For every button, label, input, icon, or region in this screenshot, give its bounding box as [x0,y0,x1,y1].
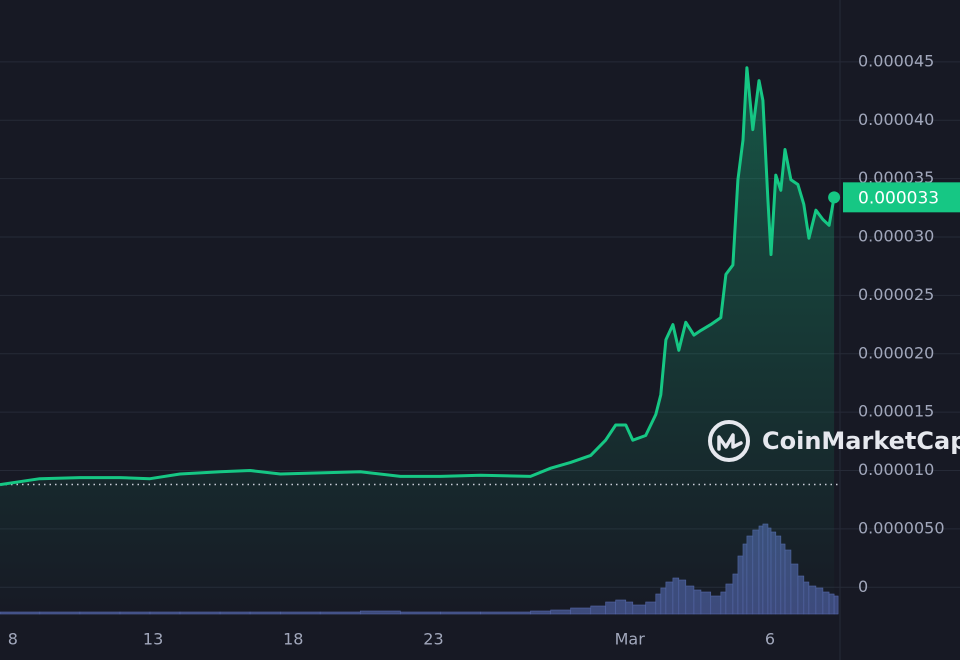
line-layer [0,66,841,487]
y-tick-label: 0.000015 [858,402,934,421]
price-tag-label: 0.000033 [858,188,939,208]
y-tick-label: 0.000010 [858,460,934,479]
watermark-logo [708,420,750,462]
price-tag [843,182,960,213]
y-tick-label: 0.000040 [858,110,934,129]
x-tick-label: 18 [283,630,303,649]
label-layer: 0 0.0000050 0.000010 0.000015 0.000020 0.0000… [8,51,960,649]
y-tick-label: 0 [858,577,868,596]
y-tick-label: 0.000030 [858,227,934,246]
x-tick-label: 23 [423,630,443,649]
y-tick-label: 0.000020 [858,343,934,362]
y-tick-label: 0.0000050 [858,518,945,537]
volume-bar [833,595,839,615]
logo-ring [708,420,750,462]
x-tick-label: 8 [8,630,18,649]
x-tick-label: Mar [615,630,646,649]
y-tick-label: 0.000045 [858,51,934,70]
watermark: CoinMarketCap [762,427,960,455]
y-tick-label: 0.000025 [858,285,934,304]
x-tick-label: 6 [765,630,775,649]
logo-glyph [717,433,743,451]
price-line [0,66,836,487]
x-tick-label: 13 [143,630,163,649]
last-point [828,191,841,204]
price-area [0,67,835,620]
area-layer [0,67,840,620]
